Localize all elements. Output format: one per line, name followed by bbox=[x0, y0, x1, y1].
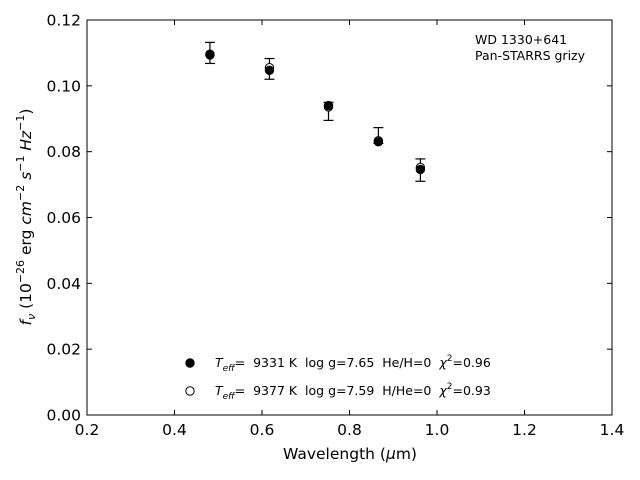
model-point-he-h bbox=[205, 50, 215, 60]
x-tick-label: 0.2 bbox=[75, 421, 100, 439]
y-tick-label: 0.04 bbox=[46, 275, 81, 293]
y-tick-label: 0.02 bbox=[46, 341, 81, 359]
annotation-survey: Pan-STARRS grizy bbox=[475, 48, 586, 63]
y-tick-label: 0.12 bbox=[46, 12, 81, 30]
model-point-he-h bbox=[264, 65, 275, 76]
x-axis-title: Wavelength (μm) bbox=[283, 445, 417, 463]
y-axis-ticks: 0.00 0.02 0.04 0.06 0.08 0.10 0.12 bbox=[46, 12, 612, 425]
model-point-he-h bbox=[415, 164, 426, 175]
y-tick-label: 0.10 bbox=[46, 77, 81, 95]
annotation-object: WD 1330+641 bbox=[475, 32, 567, 47]
legend-entry-1: Teff= 9331 K log g=7.65 He/H=0 χ2=0.96 bbox=[215, 354, 491, 374]
x-tick-label: 1.4 bbox=[600, 421, 625, 439]
legend-marker-open bbox=[185, 386, 195, 396]
plot-area bbox=[86, 19, 613, 416]
model-point-he-h bbox=[323, 100, 334, 111]
x-tick-label: 0.4 bbox=[162, 421, 187, 439]
data-points bbox=[205, 49, 426, 175]
legend-marker-filled bbox=[185, 358, 195, 368]
legend: Teff= 9331 K log g=7.65 He/H=0 χ2=0.96 T… bbox=[185, 354, 491, 402]
y-tick-label: 0.00 bbox=[46, 407, 81, 425]
legend-entry-2: Teff= 9377 K log g=7.59 H/He=0 χ2=0.93 bbox=[215, 382, 491, 402]
model-point-he-h bbox=[373, 137, 384, 147]
x-tick-label: 0.6 bbox=[250, 421, 275, 439]
y-tick-label: 0.08 bbox=[46, 143, 81, 161]
x-tick-label: 1.2 bbox=[512, 421, 537, 439]
x-tick-label: 0.8 bbox=[337, 421, 362, 439]
x-axis-ticks: 0.2 0.4 0.6 0.8 1.0 1.2 1.4 bbox=[75, 20, 625, 439]
y-tick-label: 0.06 bbox=[46, 209, 81, 227]
x-tick-label: 1.0 bbox=[425, 421, 450, 439]
y-axis-title: fν (10−26 erg cm−2 s−1 Hz−1) bbox=[14, 109, 38, 326]
